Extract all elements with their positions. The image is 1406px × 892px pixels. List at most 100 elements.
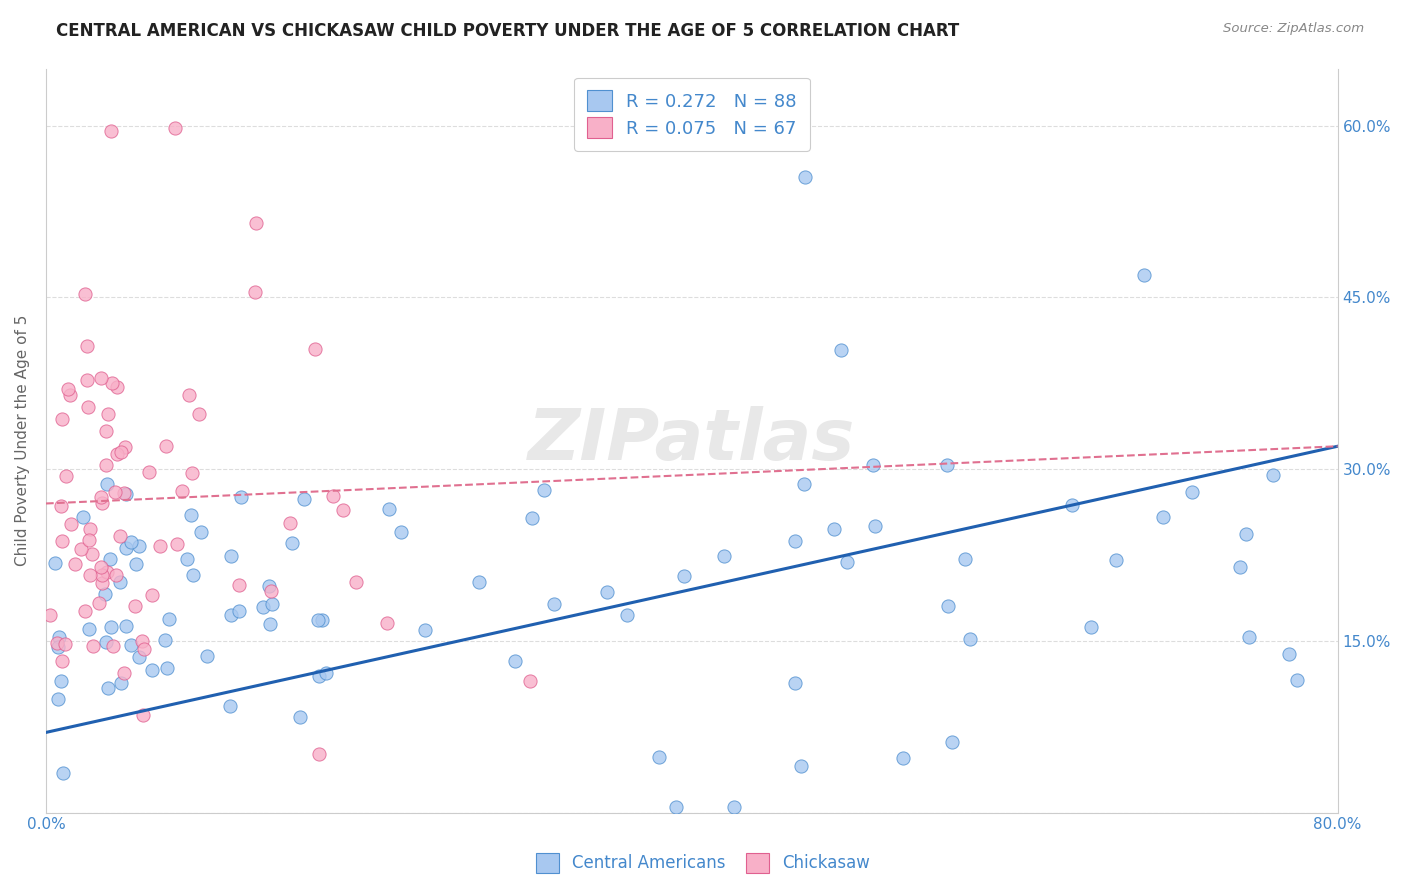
Point [1152,510,1174,524]
Point [322,489,344,503]
Point [77,533,100,547]
Point [76,373,98,387]
Point [156,661,179,675]
Point [1261,467,1284,482]
Point [138,465,160,479]
Point [245,216,267,230]
Point [79,567,101,582]
Point [219,549,242,564]
Point [723,800,745,814]
Point [165,121,187,136]
Point [1181,485,1204,500]
Point [105,380,128,394]
Point [793,170,815,185]
Point [375,616,398,631]
Point [389,525,412,540]
Point [783,675,806,690]
Point [82,547,104,561]
Point [187,407,209,421]
Point [96,634,118,648]
Point [94,587,117,601]
Point [195,649,218,664]
Point [789,759,811,773]
Point [181,568,204,582]
Point [307,613,329,627]
Point [79,522,101,536]
Point [70,541,93,556]
Legend: Central Americans, Chickasaw: Central Americans, Chickasaw [529,847,877,880]
Point [1060,498,1083,512]
Point [304,342,326,356]
Point [48,630,70,644]
Point [837,555,859,569]
Text: CENTRAL AMERICAN VS CHICKASAW CHILD POVERTY UNDER THE AGE OF 5 CORRELATION CHART: CENTRAL AMERICAN VS CHICKASAW CHILD POVE… [56,22,959,40]
Point [596,585,619,599]
Point [94,458,117,472]
Text: Source: ZipAtlas.com: Source: ZipAtlas.com [1223,22,1364,36]
Point [288,710,311,724]
Point [155,438,177,452]
Point [648,750,671,764]
Point [120,638,142,652]
Point [257,579,280,593]
Point [166,536,188,550]
Point [823,522,845,536]
Text: ZIPatlas: ZIPatlas [529,406,855,475]
Point [378,502,401,516]
Point [181,466,204,480]
Point [77,623,100,637]
Point [56,382,79,396]
Point [259,616,281,631]
Point [616,607,638,622]
Point [114,541,136,555]
Point [72,510,94,524]
Point [100,620,122,634]
Point [96,565,118,579]
Point [76,401,98,415]
Point [100,124,122,138]
Point [96,477,118,491]
Point [114,440,136,454]
Point [55,469,77,483]
Point [830,343,852,357]
Point [91,576,114,591]
Point [936,599,959,614]
Point [112,666,135,681]
Point [190,524,212,539]
Point [157,612,180,626]
Point [125,557,148,571]
Point [308,669,330,683]
Point [73,286,96,301]
Point [52,766,75,780]
Point [132,642,155,657]
Point [243,285,266,299]
Point [503,654,526,668]
Point [1237,630,1260,644]
Point [49,674,72,689]
Point [87,596,110,610]
Point [132,708,155,723]
Point [1277,648,1299,662]
Point [863,519,886,533]
Point [308,747,330,761]
Point [170,484,193,499]
Point [280,516,302,531]
Point [82,640,104,654]
Point [110,574,132,589]
Point [1104,553,1126,567]
Point [115,487,138,501]
Point [46,640,69,654]
Point [941,735,963,749]
Point [44,556,66,570]
Point [149,539,172,553]
Point [533,483,555,498]
Point [96,425,118,439]
Point [38,607,60,622]
Point [128,539,150,553]
Point [110,445,132,459]
Point [219,608,242,623]
Point [90,490,112,504]
Point [53,638,76,652]
Point [108,529,131,543]
Point [1133,268,1156,282]
